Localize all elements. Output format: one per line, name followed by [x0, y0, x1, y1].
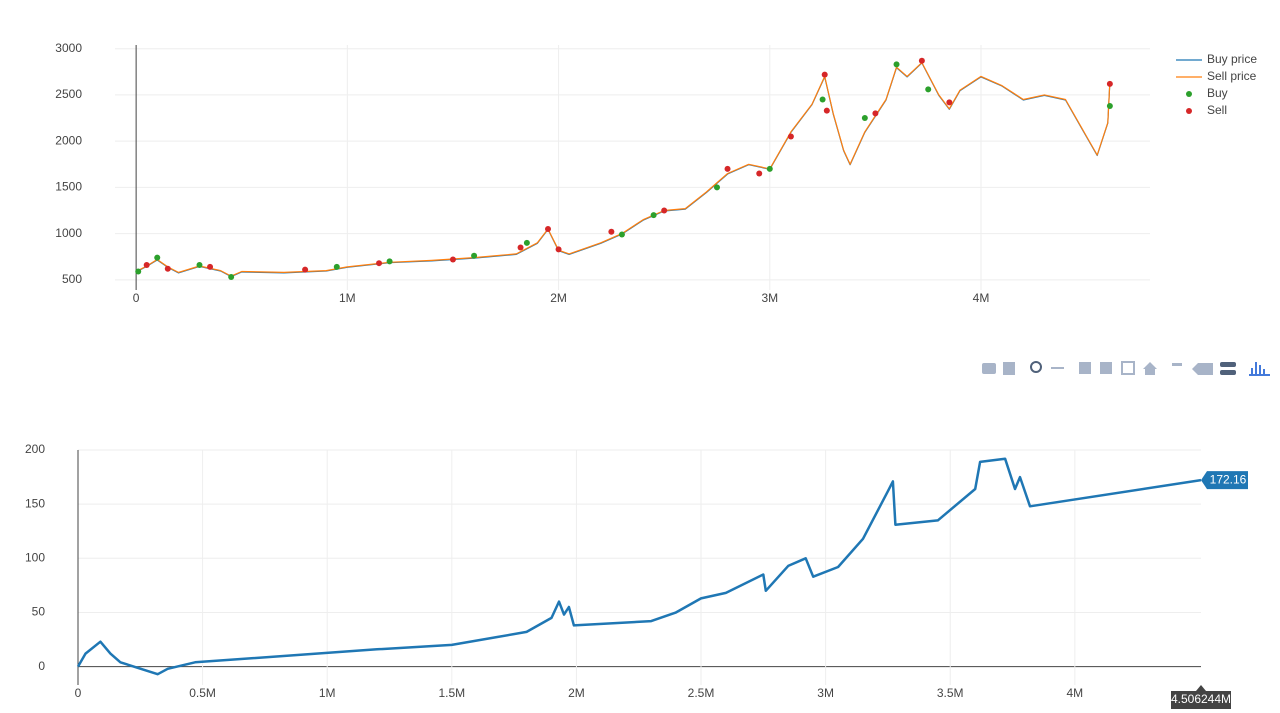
y-tick-label: 2000 [55, 133, 82, 147]
legend-label: Sell price [1207, 69, 1257, 83]
x-tick-label: 4M [1067, 686, 1084, 700]
x-tick-label: 0 [75, 686, 82, 700]
hover-x-label: 4.506244M [1171, 692, 1231, 706]
marker [154, 254, 161, 261]
marker [713, 184, 720, 191]
y-tick-label: 150 [25, 496, 45, 510]
marker [135, 268, 142, 275]
y-tick-label: 0 [38, 659, 45, 673]
x-tick-label: 1M [319, 686, 336, 700]
marker [517, 244, 524, 251]
legend-swatch [1186, 108, 1192, 114]
x-tick-label: 2.5M [688, 686, 715, 700]
hover-closest-icon[interactable] [1192, 363, 1213, 375]
x-tick-label: 3.5M [937, 686, 964, 700]
x-tick-label: 2M [568, 686, 585, 700]
line [76, 457, 1202, 676]
modebar [982, 361, 1270, 376]
marker [893, 61, 900, 68]
spike-icon[interactable] [1172, 363, 1182, 366]
marker [918, 57, 925, 64]
y-tick-label: 100 [25, 550, 45, 564]
marker [1106, 103, 1113, 110]
zoom-out-icon[interactable] [1100, 362, 1112, 374]
marker [661, 207, 668, 214]
zoom-icon[interactable] [1030, 361, 1042, 373]
marker [207, 263, 214, 270]
marker [196, 262, 203, 269]
marker [143, 262, 150, 269]
legend-label: Sell [1207, 103, 1227, 117]
marker [555, 246, 562, 253]
zoom-in-icon[interactable] [1079, 362, 1091, 374]
marker [766, 165, 773, 172]
marker [819, 96, 826, 103]
marker [1106, 80, 1113, 87]
y-tick-label: 500 [62, 272, 82, 286]
hover-compare-icon[interactable] [1220, 370, 1236, 375]
marker [228, 274, 235, 281]
marker [333, 263, 340, 270]
marker [608, 228, 615, 235]
x-tick-label: 3M [761, 291, 778, 305]
y-tick-label: 1500 [55, 180, 82, 194]
marker [386, 258, 393, 265]
x-tick-label: 4M [973, 291, 990, 305]
marker [925, 86, 932, 93]
marker [861, 115, 868, 122]
camera-icon[interactable] [982, 363, 996, 374]
plotly-logo[interactable] [1249, 362, 1270, 376]
y-tick-label: 1000 [55, 226, 82, 240]
marker [545, 225, 552, 232]
save-icon[interactable] [1003, 362, 1015, 375]
marker [376, 260, 383, 267]
hover-compare-icon[interactable] [1220, 362, 1236, 367]
hover-x-box [1171, 685, 1231, 709]
marker [471, 252, 478, 259]
marker [618, 231, 625, 238]
autoscale-icon[interactable] [1121, 361, 1135, 375]
x-tick-label: 1.5M [438, 686, 465, 700]
pan-icon[interactable] [1051, 367, 1064, 369]
legend-label: Buy [1207, 86, 1228, 100]
marker [756, 170, 763, 177]
y-tick-label: 50 [32, 605, 46, 619]
marker [650, 212, 657, 219]
marker [823, 107, 830, 114]
marker [946, 99, 953, 106]
reset-icon[interactable] [1143, 362, 1157, 375]
marker [724, 165, 731, 172]
x-tick-label: 1M [339, 291, 356, 305]
legend-label: Buy price [1207, 52, 1257, 66]
x-tick-label: 3M [817, 686, 834, 700]
y-tick-label: 2500 [55, 87, 82, 101]
x-tick-label: 0.5M [189, 686, 216, 700]
marker [872, 110, 879, 117]
marker [523, 239, 530, 246]
marker [787, 133, 794, 140]
hover-y-label: 172.16 [1210, 472, 1247, 486]
marker [164, 265, 171, 272]
marker [449, 256, 456, 263]
x-tick-label: 2M [550, 291, 567, 305]
hover-y-box [1201, 471, 1248, 490]
x-tick-label: 0 [133, 291, 140, 305]
line [135, 62, 1111, 277]
marker [821, 71, 828, 78]
legend-swatch [1186, 91, 1192, 97]
marker [302, 266, 309, 273]
y-tick-label: 200 [25, 442, 45, 456]
y-tick-label: 3000 [55, 41, 82, 55]
